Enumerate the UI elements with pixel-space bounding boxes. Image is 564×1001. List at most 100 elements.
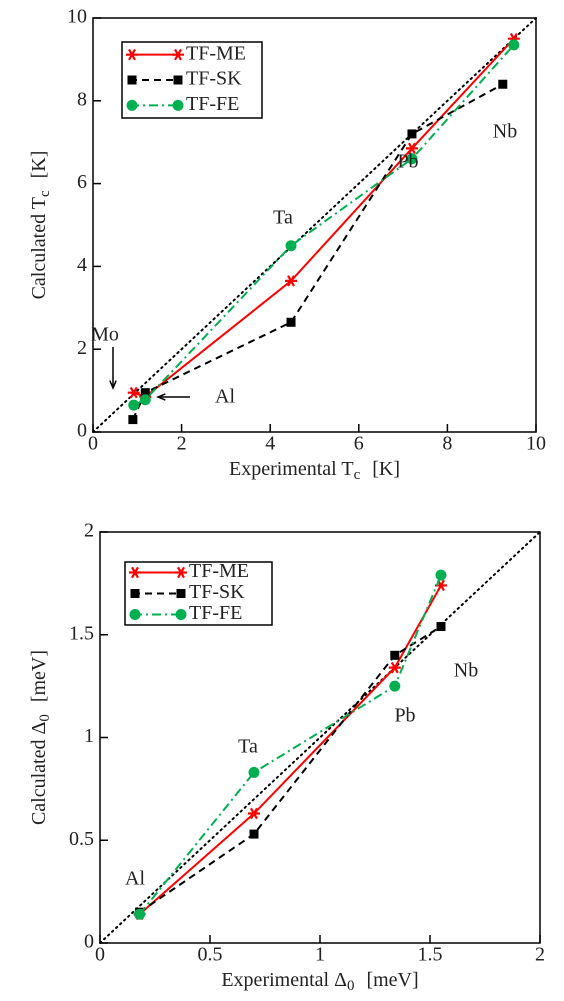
annotation: Pb [394, 705, 415, 727]
annotation: Al [125, 868, 145, 890]
circle-marker [406, 153, 418, 165]
y-tick-label: 0 [84, 931, 94, 953]
square-marker [390, 650, 400, 660]
x-axis-label-unit: [K] [372, 458, 400, 480]
square-marker [128, 415, 138, 425]
x-tick-label: 8 [442, 433, 452, 455]
y-axis-label-text: Calculated Δ [28, 722, 50, 826]
legend-label: TF-SK [186, 68, 242, 90]
arrow-head [156, 393, 166, 401]
x-tick-label: 0.5 [198, 944, 223, 966]
circle-marker [435, 569, 447, 581]
star-marker [388, 661, 401, 674]
circle-marker [134, 908, 146, 920]
square-marker [173, 75, 183, 85]
circle-marker [139, 394, 151, 406]
circle-marker [508, 39, 520, 51]
annotation: Nb [493, 121, 517, 143]
series-line [139, 625, 442, 914]
y-axis-label-sub: c [37, 190, 53, 197]
x-tick-label: 1 [315, 944, 325, 966]
y-axis-label-text: Calculated T [28, 197, 50, 299]
y-tick-label: 1 [84, 725, 94, 747]
circle-marker [172, 99, 184, 111]
star-marker [248, 807, 260, 820]
arrow-head [109, 380, 117, 390]
circle-marker [248, 766, 260, 778]
circle-marker [285, 240, 297, 252]
reference-diagonal [99, 531, 541, 944]
x-tick-label: 6 [354, 433, 364, 455]
series-line [131, 83, 504, 420]
x-tick-label: 1.5 [418, 944, 443, 966]
annotation: Ta [238, 736, 258, 758]
star-marker [285, 275, 298, 287]
series-line [138, 574, 442, 915]
square-marker [249, 829, 259, 839]
circle-marker [126, 99, 138, 111]
y-tick-label: 8 [77, 88, 87, 110]
star-marker [127, 386, 140, 399]
y-tick-label: 4 [77, 254, 87, 276]
y-tick-label: 0 [77, 420, 87, 442]
star-marker [435, 579, 447, 592]
y-tick-label: 10 [67, 6, 87, 28]
legend-label: TF-ME [189, 560, 249, 582]
y-axis-label-unit: [K] [28, 151, 50, 179]
x-axis-label-text: Experimental Δ [221, 969, 347, 991]
y-tick-label: 1.5 [69, 622, 94, 644]
x-axis-label: Experimental Tc [K] [229, 458, 400, 484]
y-tick-label: 6 [77, 171, 87, 193]
circle-marker [175, 609, 187, 620]
reference-diagonal [92, 17, 537, 433]
y-axis-label-unit: [meV] [28, 650, 50, 702]
circle-marker [128, 399, 140, 411]
x-axis-label-sub: c [354, 467, 361, 483]
square-marker [127, 75, 137, 85]
circle-marker [129, 609, 141, 620]
annotation: Ta [273, 207, 293, 229]
legend-label: TF-FE [186, 93, 239, 115]
legend-label: TF-FE [189, 602, 242, 624]
annotation: Pb [397, 151, 418, 173]
series-line [138, 584, 442, 915]
square-marker [176, 589, 186, 598]
annotation: Mo [91, 324, 119, 346]
star-marker [172, 48, 184, 61]
annotation: Nb [454, 660, 478, 682]
legend-label: TF-ME [186, 42, 246, 64]
square-marker [498, 79, 508, 89]
x-axis-label-unit: [meV] [366, 969, 418, 991]
y-tick-label: 0.5 [69, 828, 94, 850]
y-axis-label: Calculated Δ0 [meV] [28, 650, 54, 825]
legend-label: TF-SK [189, 581, 245, 603]
circle-marker [389, 680, 401, 692]
x-tick-label: 0 [95, 944, 105, 966]
x-axis-label-text: Experimental T [229, 458, 354, 480]
square-marker [286, 317, 296, 327]
star-marker [507, 32, 520, 45]
square-marker [130, 589, 140, 598]
x-tick-label: 4 [265, 433, 275, 455]
star-marker [129, 566, 141, 579]
y-axis-label: Calculated Tc [K] [28, 151, 54, 300]
x-tick-label: 2 [177, 433, 187, 455]
x-tick-label: 10 [526, 433, 546, 455]
plot-frame [92, 17, 537, 433]
square-marker [407, 129, 417, 139]
square-marker [436, 622, 446, 632]
x-axis-label: Experimental Δ0 [meV] [221, 969, 418, 995]
square-marker [140, 388, 150, 398]
y-axis-label-sub: 0 [37, 714, 53, 722]
x-axis-label-sub: 0 [347, 978, 355, 994]
star-marker [126, 48, 138, 61]
star-marker [175, 566, 187, 579]
x-tick-label: 0 [88, 433, 98, 455]
x-tick-label: 2 [535, 944, 545, 966]
y-tick-label: 2 [77, 337, 87, 359]
star-marker [405, 142, 418, 155]
annotation: Al [215, 386, 235, 408]
